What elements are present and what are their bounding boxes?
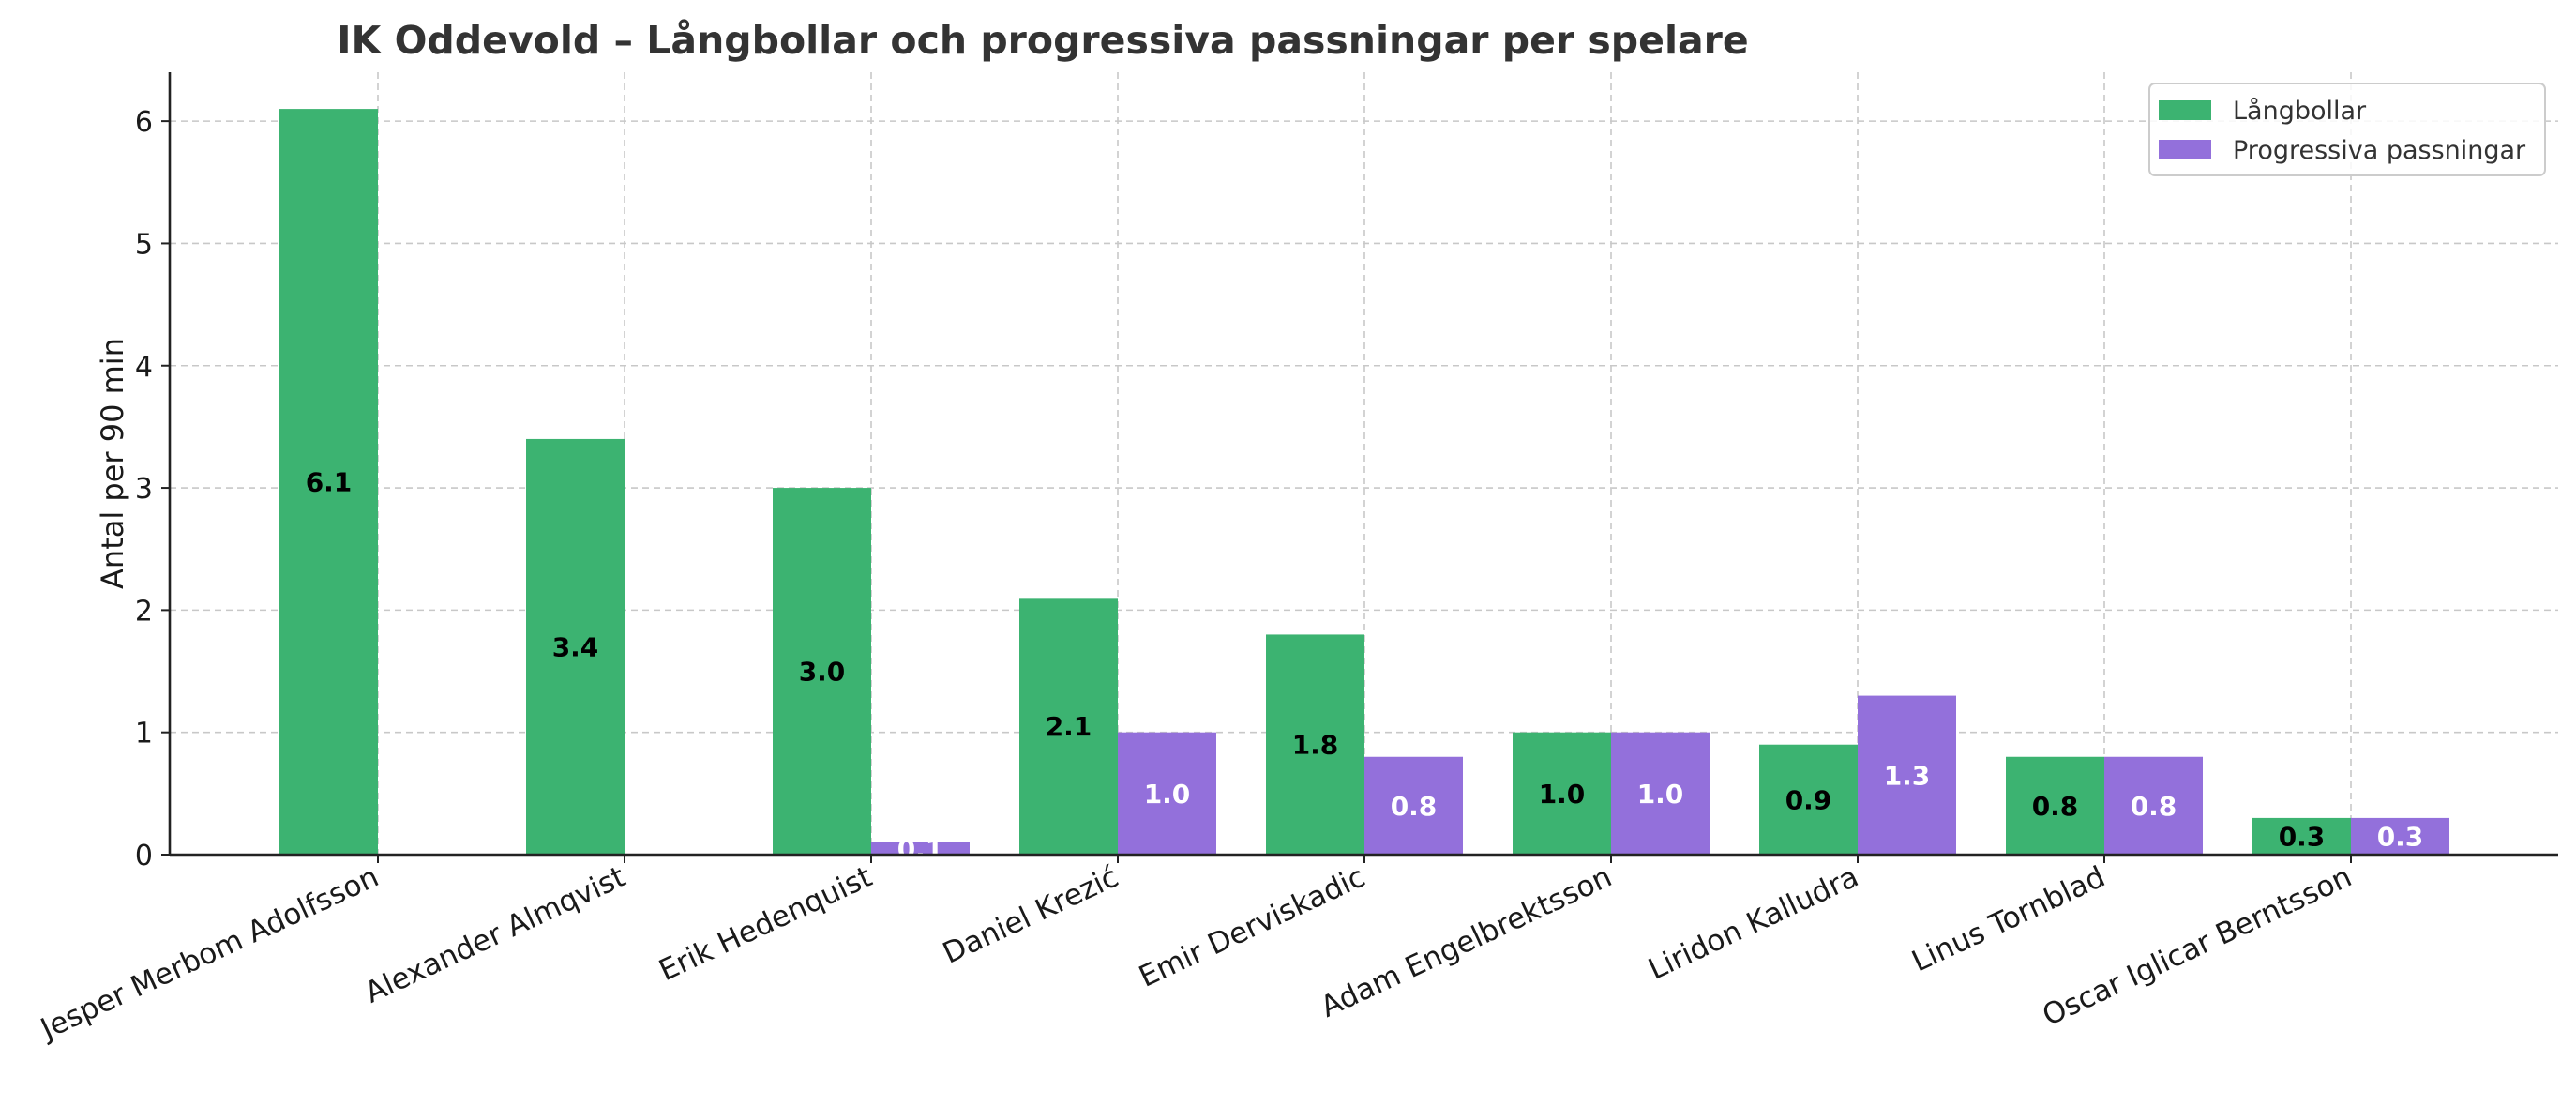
bar-label-langbollar-liridon-kalludra: 0.9 bbox=[1785, 784, 1832, 815]
bar-progressiva-passningar-linus-tornblad bbox=[2104, 756, 2203, 855]
bar-labels: 6.1 3.4 3.0 0.1 2.1 1.0 1.8 0.8 1.0 1.0 0.9 1.3 0.8 0… bbox=[306, 467, 2424, 865]
bar-label-langbollar-daniel-krezic: 2.1 bbox=[1046, 711, 1092, 742]
bars bbox=[279, 109, 2449, 855]
y-tick-label: 4 bbox=[135, 351, 153, 384]
bar-label-langbollar-oscar-iglicar-berntsson: 0.3 bbox=[2279, 821, 2326, 852]
bar-label-langbollar-jesper-merbom-adolfsson: 6.1 bbox=[306, 467, 353, 498]
chart-title: IK Oddevold – Långbollar och progressiva… bbox=[337, 18, 1748, 63]
bar-label-langbollar-adam-engelbrektsson: 1.0 bbox=[1539, 779, 1586, 810]
legend-label-progressiva-passningar: Progressiva passningar bbox=[2233, 136, 2526, 165]
bar-langbollar-emir-derviskadic bbox=[1266, 634, 1364, 855]
legend-frame bbox=[2148, 83, 2546, 176]
bar-progressiva-passningar-erik-hedenquist bbox=[871, 842, 970, 855]
bar-langbollar-oscar-iglicar-berntsson bbox=[2252, 817, 2351, 855]
x-tick-label-emir-derviskadic: Emir Derviskadic bbox=[1134, 860, 1370, 994]
bar-label-progressiva-passningar-liridon-kalludra: 1.3 bbox=[1884, 760, 1931, 791]
bar-label-progressiva-passningar-linus-tornblad: 0.8 bbox=[2131, 791, 2177, 822]
legend-swatch-progressiva-passningar bbox=[2159, 140, 2211, 159]
x-tick-label-alexander-almqvist: Alexander Almqvist bbox=[360, 860, 631, 1010]
bar-label-langbollar-erik-hedenquist: 3.0 bbox=[799, 657, 846, 688]
bar-label-langbollar-emir-derviskadic: 1.8 bbox=[1292, 730, 1339, 761]
bar-progressiva-passningar-adam-engelbrektsson bbox=[1611, 732, 1710, 855]
bar-progressiva-passningar-liridon-kalludra bbox=[1858, 695, 1956, 855]
bar-progressiva-passningar-oscar-iglicar-berntsson bbox=[2351, 817, 2449, 855]
x-tick-label-linus-tornblad: Linus Tornblad bbox=[1906, 860, 2110, 979]
legend-swatch-langbollar bbox=[2159, 100, 2211, 120]
legend-label-langbollar: Långbollar bbox=[2233, 97, 2367, 126]
y-tick-label: 0 bbox=[135, 840, 153, 872]
y-axis-label: Antal per 90 min bbox=[95, 338, 130, 589]
bar-label-progressiva-passningar-adam-engelbrektsson: 1.0 bbox=[1637, 779, 1684, 810]
bar-label-langbollar-linus-tornblad: 0.8 bbox=[2032, 791, 2079, 822]
bar-label-langbollar-alexander-almqvist: 3.4 bbox=[552, 631, 599, 662]
bar-label-progressiva-passningar-emir-derviskadic: 0.8 bbox=[1391, 791, 1438, 822]
legend: Långbollar Progressiva passningar bbox=[2148, 83, 2546, 176]
bar-langbollar-liridon-kalludra bbox=[1759, 744, 1858, 855]
bar-progressiva-passningar-daniel-krezic bbox=[1118, 732, 1216, 855]
x-tick-label-liridon-kalludra: Liridon Kalludra bbox=[1643, 860, 1863, 987]
x-tick-label-erik-hedenquist: Erik Hedenquist bbox=[654, 860, 877, 988]
bar-label-progressiva-passningar-oscar-iglicar-berntsson: 0.3 bbox=[2377, 821, 2424, 852]
x-tick-label-daniel-krezic: Daniel Krezić bbox=[938, 860, 1123, 971]
bar-label-progressiva-passningar-erik-hedenquist: 0.1 bbox=[897, 833, 944, 864]
x-tick-label-jesper-merbom-adolfsson: Jesper Merbom Adolfsson bbox=[34, 860, 384, 1047]
bar-langbollar-erik-hedenquist bbox=[773, 488, 871, 855]
bar-langbollar-adam-engelbrektsson bbox=[1513, 732, 1611, 855]
y-tick-label: 6 bbox=[135, 106, 153, 139]
y-ticks: 0 1 2 3 4 5 6 bbox=[135, 106, 170, 872]
y-tick-label: 2 bbox=[135, 595, 153, 628]
y-tick-label: 3 bbox=[135, 473, 153, 506]
bar-langbollar-alexander-almqvist bbox=[526, 438, 625, 855]
bar-progressiva-passningar-emir-derviskadic bbox=[1364, 756, 1463, 855]
bar-langbollar-linus-tornblad bbox=[2006, 756, 2104, 855]
bar-label-progressiva-passningar-daniel-krezic: 1.0 bbox=[1144, 779, 1191, 810]
y-tick-label: 5 bbox=[135, 228, 153, 261]
bar-langbollar-daniel-krezic bbox=[1019, 598, 1118, 855]
bar-langbollar-jesper-merbom-adolfsson bbox=[279, 109, 378, 855]
y-tick-label: 1 bbox=[135, 718, 153, 751]
